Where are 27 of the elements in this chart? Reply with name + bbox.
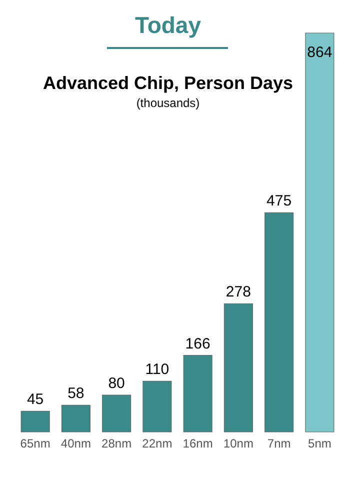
x-tick-label: 22nm: [142, 436, 172, 450]
bar: [102, 394, 132, 432]
x-tick-label: 5nm: [308, 436, 332, 450]
x-tick-label: 65nm: [20, 436, 50, 450]
bar: [305, 32, 334, 432]
x-tick-label: 16nm: [182, 436, 213, 450]
data-label: 110: [145, 361, 170, 378]
text: (thousands): [135, 96, 201, 110]
data-label: 864: [307, 44, 332, 61]
bar: [224, 303, 253, 432]
x-tick-label: 28nm: [102, 436, 132, 450]
data-label: 58: [68, 385, 84, 402]
data-label: 475: [266, 192, 292, 210]
bar: [183, 355, 212, 432]
x-tick-label: 10nm: [223, 436, 254, 450]
annotation: Today: [134, 12, 202, 39]
data-label: 80: [108, 375, 125, 392]
x-tick-label: 7nm: [267, 436, 291, 450]
data-label: 166: [185, 335, 210, 352]
data-label: 278: [226, 284, 251, 301]
x-tick-label: 40nm: [60, 436, 91, 450]
bar: [142, 380, 172, 432]
bar: [20, 410, 50, 432]
data-label: 45: [26, 391, 44, 408]
text: Advanced Chip, Person Days: [42, 73, 294, 94]
bar: [264, 212, 294, 432]
bar: [61, 404, 90, 432]
